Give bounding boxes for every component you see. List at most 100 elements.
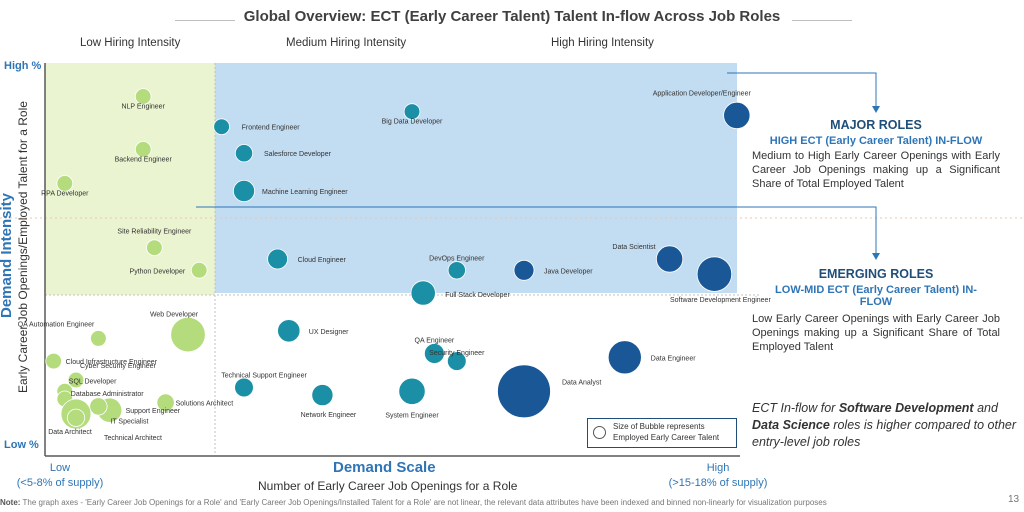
bubble-label: Salesforce Developer [264, 151, 332, 158]
bubble-size-legend: Size of Bubble represents Employed Early… [587, 418, 737, 448]
major-roles-callout: MAJOR ROLES HIGH ECT (Early Career Talen… [752, 118, 1000, 191]
bubble-label: NLP Engineer [121, 104, 165, 111]
bubble-nlp-engineer [134, 88, 152, 105]
bubble-backend-engineer [134, 141, 152, 158]
bubble-label: Solutions Architect [176, 401, 234, 408]
ect-note-bold-2: Data Science [752, 418, 830, 432]
bubble-big-data-developer [403, 103, 421, 120]
bubble-label: Data Engineer [651, 355, 696, 362]
x-axis-high-sublabel: (>15-18% of supply) [668, 477, 768, 489]
x-axis-subtitle: Number of Early Career Job Openings for … [258, 479, 518, 493]
bubble-java-developer [513, 259, 535, 281]
bubble-label: UX Designer [309, 329, 349, 336]
bubble-label: Application Developer/Engineer [653, 90, 752, 97]
bubble-site-reliability-engineer [146, 239, 163, 257]
emerging-roles-body: Low Early Career Openings with Early Car… [752, 313, 1000, 353]
zone-low-hiring [45, 63, 215, 295]
page-number: 13 [1008, 494, 1020, 505]
ect-note-bold-1: Software Development [838, 401, 974, 415]
legend-line-2: Employed Early Career Talent [613, 433, 720, 442]
y-axis-high-label: High % [4, 60, 42, 72]
ect-note-prefix: ECT In-flow for [752, 401, 839, 415]
bubble-cloud-engineer [267, 248, 289, 270]
x-axis-low-label: Low [49, 462, 71, 474]
footnote-text: The graph axes - 'Early Career Job Openi… [20, 498, 827, 507]
bubble-label: Cloud Engineer [298, 257, 347, 264]
bubble-label: Technical Architect [104, 435, 162, 442]
bubble-rpa-developer [56, 175, 74, 192]
bubble-technical-support-engineer [234, 377, 254, 398]
y-axis-low-label: Low % [4, 439, 39, 451]
ect-note-mid: and [973, 401, 998, 415]
x-axis-title: Demand Scale [333, 459, 436, 476]
bubble-it-specialist [89, 397, 108, 416]
major-roles-connector [727, 72, 877, 110]
emerging-roles-callout: EMERGING ROLES LOW-MID ECT (Early Career… [752, 267, 1000, 354]
legend-line-1: Size of Bubble represents [613, 422, 705, 431]
bubble-label: Data Architect [48, 429, 92, 436]
bubble-qa-automation-engineer [90, 330, 107, 347]
bubble-frontend-engineer [213, 118, 230, 135]
bubble-technical-architect [66, 408, 86, 427]
bubble-label: Backend Engineer [115, 156, 173, 163]
bubble-label: Big Data Developer [382, 119, 443, 126]
bubble-full-stack-developer [410, 280, 436, 306]
bubble-label: QA Automation Engineer [18, 321, 95, 328]
footnote: Note: The graph axes - 'Early Career Job… [0, 498, 827, 507]
major-roles-subtitle: HIGH ECT (Early Career Talent) IN-FLOW [769, 135, 983, 147]
bubble-label: Python Developer [130, 268, 186, 275]
ect-inflow-note: ECT In-flow for Software Development and… [752, 400, 1024, 451]
bubble-label: QA Engineer [415, 338, 455, 345]
y-axis-title: Demand Intensity [0, 192, 15, 318]
bubble-application-developer-engineer [723, 101, 751, 130]
bubble-label: Support Engineer [126, 408, 181, 415]
bubble-devops-engineer [447, 261, 466, 280]
bubble-label: Cyber Security Engineer [80, 363, 157, 370]
ect-note-suffix: roles is higher compared to other entry-… [752, 418, 1017, 449]
bubble-label: Database Administrator [71, 391, 144, 398]
band-label-medium: Medium Hiring Intensity [286, 37, 407, 49]
bubble-security-engineer [446, 351, 467, 371]
bubble-solutions-architect [156, 393, 175, 412]
bubble-label: Network Engineer [301, 412, 357, 419]
major-roles-body: Medium to High Early Career Openings wit… [752, 150, 1000, 190]
emerging-roles-arrowhead [872, 253, 880, 260]
bubble-label: Frontend Engineer [242, 125, 301, 132]
bubble-python-developer [190, 261, 208, 279]
bubble-qa-engineer [423, 343, 445, 364]
title-rule-left [175, 20, 235, 21]
footnote-label: Note: [0, 498, 21, 507]
bubble-software-development-engineer [696, 256, 733, 292]
bubble-system-engineer [398, 377, 426, 405]
bubble-cyber-security-engineer [67, 371, 85, 389]
bubble-label: IT Specialist [110, 418, 148, 425]
bubble-data-analyst [497, 364, 551, 419]
bubble-network-engineer [311, 384, 334, 407]
bubble-label: Site Reliability Engineer [117, 229, 192, 236]
y-axis-subtitle: Early Career Job Openings/Employed Talen… [16, 101, 30, 393]
bubble-label: Web Developer [150, 312, 199, 319]
zone-major-emerging [215, 63, 737, 293]
x-axis-low-sublabel: (<5-8% of supply) [16, 477, 104, 489]
legend-circle-icon [593, 426, 606, 439]
bubble-machine-learning-engineer [232, 179, 255, 202]
bubble-data-engineer [607, 340, 642, 375]
bubble-data-scientist [655, 245, 684, 273]
bubble-ux-designer [277, 319, 301, 343]
chart-title: Global Overview: ECT (Early Career Talen… [243, 8, 781, 25]
bubble-cloud-infrastructure-engineer [45, 352, 62, 370]
bubble-label: Data Analyst [562, 379, 601, 386]
bubble-label: Software Development Engineer [670, 297, 771, 304]
bubble-label: Data Scientist [612, 244, 655, 251]
bubble-label: Security Engineer [429, 350, 485, 357]
bubble-label: Full Stack Developer [445, 292, 510, 299]
title-rule-right [792, 20, 852, 21]
x-axis-high-label: High [706, 462, 730, 474]
emerging-roles-connector [196, 206, 877, 257]
bubble-label: DevOps Engineer [429, 255, 485, 262]
band-label-high: High Hiring Intensity [551, 37, 654, 49]
band-label-low: Low Hiring Intensity [80, 37, 181, 49]
emerging-roles-subtitle: LOW-MID ECT (Early Career Talent) IN-FLO… [775, 284, 977, 308]
bubble-label: System Engineer [385, 412, 439, 419]
